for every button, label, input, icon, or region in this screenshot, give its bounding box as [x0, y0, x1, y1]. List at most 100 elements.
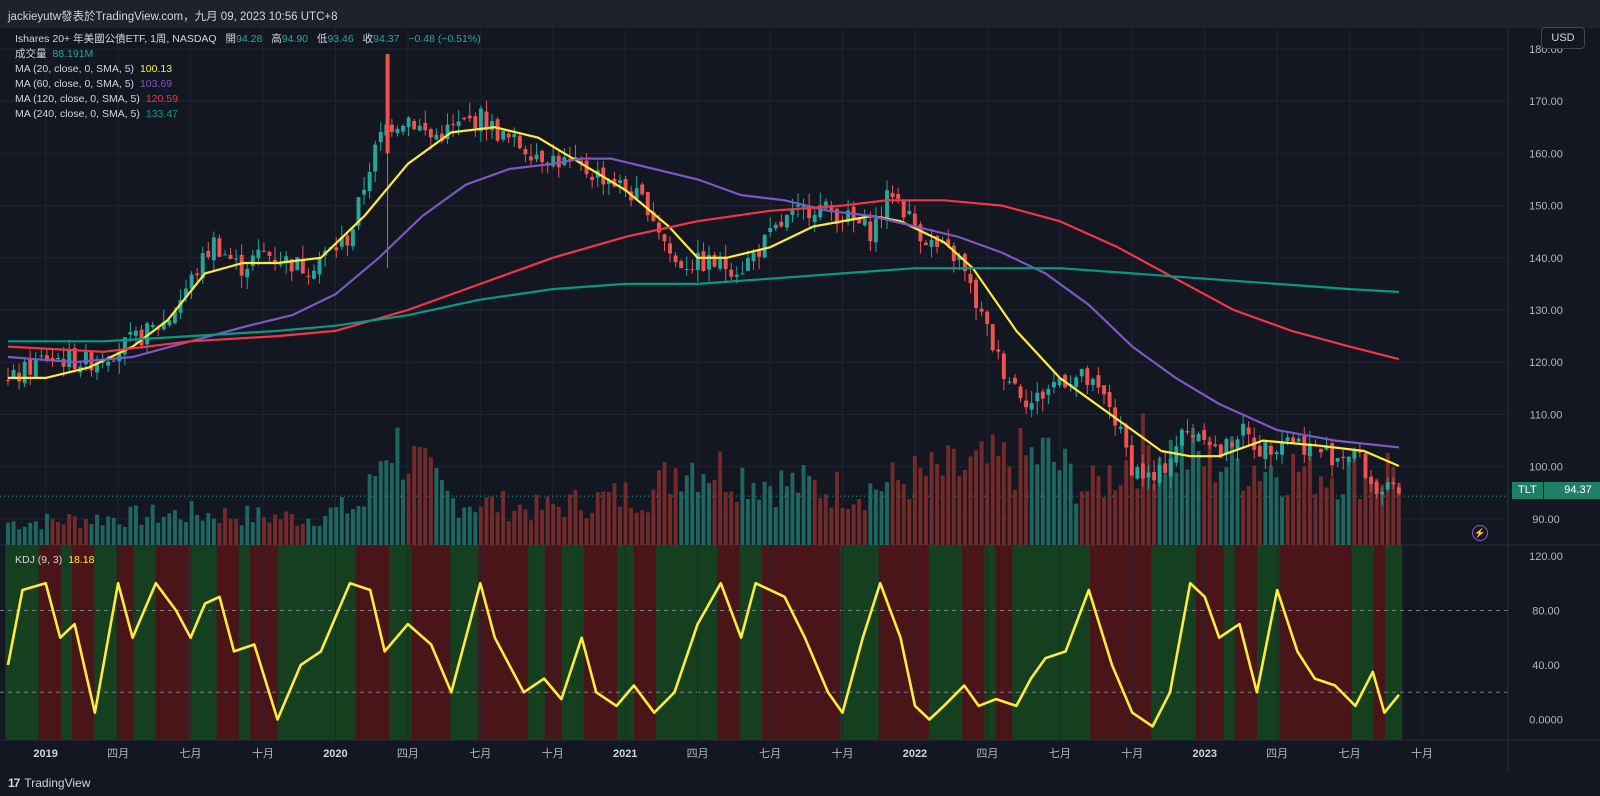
kdj-legend[interactable]: KDJ (9, 3) 18.18 [15, 554, 94, 566]
kdj-band [1379, 545, 1386, 740]
candle-body [912, 213, 917, 227]
volume-bar [228, 518, 233, 545]
kdj-band [416, 545, 424, 740]
price-tick-label: 90.00 [1532, 514, 1560, 526]
candle-body [1029, 402, 1034, 410]
volume-bar [712, 480, 717, 545]
kdj-band [678, 545, 685, 740]
volume-bar [440, 479, 444, 545]
publisher-line: jackieyutw發表於TradingView.com，九月 09, 2023… [8, 11, 338, 23]
candle-body [117, 351, 122, 362]
volume-bar [1352, 451, 1357, 545]
kdj-band [1156, 545, 1164, 740]
volume-bar [1079, 491, 1084, 545]
kdj-band [250, 545, 257, 740]
indicator-row-ma60[interactable]: MA (60, close, 0, SMA, 5) 103.69 [15, 77, 481, 92]
kdj-band [661, 545, 668, 740]
kdj-band [428, 545, 435, 740]
kdj-band [1112, 545, 1119, 740]
kdj-band [177, 545, 184, 740]
kdj-band [138, 545, 145, 740]
candle-body [784, 214, 789, 228]
candle-body [478, 108, 483, 132]
kdj-band [110, 545, 118, 740]
volume-bar [684, 475, 689, 545]
volume-bar [873, 489, 878, 545]
candle-body [868, 221, 873, 242]
volume-bar [234, 518, 239, 545]
volume-bar [1257, 481, 1262, 545]
candle-body [729, 269, 734, 277]
currency-button[interactable]: USD [1541, 27, 1585, 49]
kdj-band [878, 545, 885, 740]
kdj-band [656, 545, 663, 740]
kdj-band [38, 545, 45, 740]
volume-bar [623, 482, 628, 545]
kdj-band [761, 545, 769, 740]
kdj-band [772, 545, 780, 740]
kdj-band [823, 545, 830, 740]
candle-body [529, 156, 533, 161]
candle-body [150, 324, 155, 328]
kdj-band [567, 545, 574, 740]
candle-body [745, 258, 750, 271]
volume-bar [912, 455, 917, 545]
candle-body [406, 117, 411, 128]
volume-bar [156, 522, 161, 545]
candle-body [11, 369, 16, 379]
candle-body [534, 154, 539, 160]
time-tick-label: 十月 [1121, 746, 1143, 760]
kdj-band [1028, 545, 1036, 740]
kdj-band [672, 545, 679, 740]
kdj-band [350, 545, 357, 740]
lightning-icon[interactable]: ⚡ [1472, 525, 1488, 541]
candle-body [946, 239, 951, 246]
indicator-row-ma20[interactable]: MA (20, close, 0, SMA, 5) 100.13 [15, 62, 481, 77]
volume-bar [668, 493, 672, 545]
volume-bar [773, 507, 778, 545]
candle-body [979, 308, 984, 312]
price-tag-ticker: TLT [1512, 482, 1543, 499]
kdj-band [1362, 545, 1369, 740]
volume-bar [835, 471, 839, 545]
volume-bar [662, 461, 667, 545]
kdj-band [266, 545, 273, 740]
kdj-band [1006, 545, 1013, 740]
volume-bar [506, 521, 511, 545]
indicator-row-ma240[interactable]: MA (240, close, 0, SMA, 5) 133.47 [15, 107, 481, 122]
kdj-band [973, 545, 980, 740]
volume-bar [851, 504, 856, 545]
volume-bar [72, 516, 77, 545]
candle-body [506, 133, 511, 138]
volume-bar [818, 497, 823, 545]
candle-body [367, 171, 372, 192]
volume-bar [1129, 470, 1134, 545]
candle-body [1124, 424, 1129, 448]
candle-body [762, 234, 767, 258]
kdj-band [1340, 545, 1347, 740]
price-tick-label: 100.00 [1529, 462, 1563, 474]
kdj-band [411, 545, 418, 740]
kdj-band [1279, 545, 1286, 740]
candle-body [451, 124, 456, 126]
candle-body [606, 180, 611, 184]
volume-bar [1113, 490, 1118, 545]
volume-bar [501, 490, 506, 545]
instrument-row[interactable]: Ishares 20+ 年美國公債ETF, 1周, NASDAQ 開94.28 … [15, 32, 481, 47]
candle-body [668, 243, 672, 254]
volume-bar [1096, 475, 1101, 545]
volume-bar [273, 514, 277, 545]
volume-bar [467, 506, 472, 545]
kdj-series-line [6, 581, 1400, 728]
indicator-label: MA (60, close, 0, SMA, 5) [15, 78, 135, 90]
candle-body [1140, 463, 1145, 479]
volume-legend-row[interactable]: 成交量 88.191M [15, 47, 481, 62]
time-tick-label: 七月 [1049, 747, 1071, 760]
candle-body [223, 254, 227, 256]
volume-bar [840, 508, 845, 545]
indicator-row-ma120[interactable]: MA (120, close, 0, SMA, 5) 120.59 [15, 92, 481, 107]
volume-bar [345, 513, 350, 545]
kdj-band [1001, 545, 1008, 740]
tradingview-logo[interactable]: 17 TradingView [8, 776, 90, 790]
